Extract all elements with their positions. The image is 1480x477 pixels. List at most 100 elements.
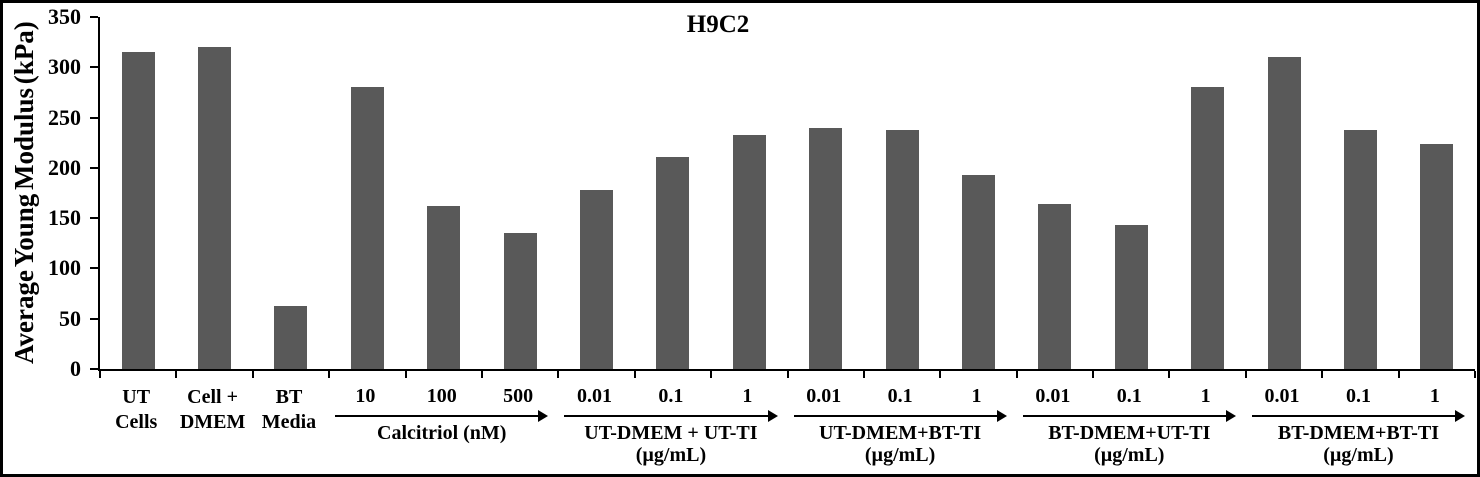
x-axis-tick-mark	[1015, 371, 1018, 378]
bars-layer	[100, 17, 1475, 369]
bar-slot	[1246, 17, 1322, 369]
category-label: Cell + DMEM	[174, 385, 250, 435]
bar-slot	[329, 17, 405, 369]
bar-slot	[635, 17, 711, 369]
x-axis-tick-mark	[1244, 371, 1247, 378]
category-label: UT Cells	[98, 385, 174, 435]
category-label-line: UT	[122, 386, 151, 408]
y-axis-tick-label: 350	[48, 4, 81, 29]
bar-slot	[788, 17, 864, 369]
bar-slot	[864, 17, 940, 369]
bar-group	[329, 17, 558, 369]
bar-tick-labels: 0.01 0.1 1	[1244, 385, 1473, 407]
bar	[427, 206, 461, 369]
group-name: BT-DMEM+UT-TI (µg/mL)	[1015, 422, 1244, 466]
y-axis-tick-label: 100	[48, 255, 81, 281]
bar-tick-labels: 0.01 0.1 1	[556, 385, 785, 407]
category-group: BT Media	[251, 373, 327, 466]
category-label-line: Cell +	[187, 386, 238, 408]
x-axis-tick-mark	[1397, 371, 1400, 378]
y-axis-tick-label: 250	[48, 104, 81, 130]
group-range-arrow	[1015, 410, 1244, 422]
bar-tick-label: 0.01	[1035, 385, 1071, 407]
group-range-arrow	[556, 410, 785, 422]
y-axis-tick-mark	[90, 217, 98, 220]
bar-tick-labels: 0.01 0.1 1	[1015, 385, 1244, 407]
bar-slot	[1322, 17, 1398, 369]
arrow-line	[1022, 415, 1226, 417]
arrow-head-icon	[996, 410, 1007, 422]
bar-slot	[1093, 17, 1169, 369]
arrow-line	[793, 415, 997, 417]
y-axis-tick-label: 50	[59, 305, 81, 331]
category-group: UT Cells	[98, 373, 174, 466]
group-name-line: BT-DMEM+BT-TI	[1277, 422, 1439, 444]
plot-area	[90, 16, 1476, 378]
x-axis-tick-mark	[480, 371, 483, 378]
group-name-line: UT-DMEM + UT-TI	[584, 422, 758, 444]
bar	[1038, 204, 1072, 369]
group-name-line: BT-DMEM+UT-TI	[1048, 422, 1211, 444]
bar-tick-label: 1	[1429, 385, 1440, 407]
bar-group	[253, 17, 329, 369]
bar	[1114, 225, 1148, 369]
group-name: BT-DMEM+BT-TI (µg/mL)	[1244, 422, 1473, 466]
y-axis-tick-mark	[90, 166, 98, 169]
category-group: 0.01 0.1 1 UT-DMEM+BT-TI (µg/mL)	[786, 373, 1015, 466]
x-axis-tick-mark	[99, 371, 101, 378]
y-axis-tick-label: 300	[48, 54, 81, 80]
category-group: Cell + DMEM	[174, 373, 250, 466]
y-axis-tick-label: 150	[48, 205, 81, 231]
x-axis-tick-mark	[1092, 371, 1095, 378]
y-axis-tick-mark	[90, 267, 98, 270]
category-label-line: Cells	[115, 411, 158, 433]
bar-tick-label: 0.1	[887, 385, 913, 407]
bar	[274, 305, 308, 369]
bar-slot	[406, 17, 482, 369]
bar	[121, 52, 155, 369]
bar-group	[788, 17, 1017, 369]
bar-slot	[253, 17, 329, 369]
bar	[503, 233, 537, 369]
bar-group	[176, 17, 252, 369]
y-axis-tick-mark	[90, 66, 98, 69]
category-group: 10 100 500 Calcitriol (nM)	[327, 373, 556, 466]
group-range-arrow	[327, 410, 556, 422]
bar	[809, 127, 843, 369]
bar-tick-label: 1	[742, 385, 753, 407]
arrow-head-icon	[1455, 410, 1466, 422]
chart-title: H9C2	[686, 11, 750, 38]
bar	[1343, 129, 1377, 369]
category-label-line: DMEM	[179, 411, 246, 433]
category-group: 0.01 0.1 1 UT-DMEM + UT-TI (µg/mL)	[556, 373, 785, 466]
x-axis-tick-mark	[175, 371, 178, 378]
bar-slot	[1169, 17, 1245, 369]
bar	[732, 134, 766, 369]
bar-tick-labels: 0.01 0.1 1	[786, 385, 1015, 407]
bar-slot	[558, 17, 634, 369]
bar-slot	[940, 17, 1016, 369]
bar-tick-label: 10	[355, 385, 376, 407]
bar-tick-label: 0.01	[577, 385, 613, 407]
bar	[961, 174, 995, 369]
bar-tick-label: 0.01	[1264, 385, 1300, 407]
group-range-arrow	[786, 410, 1015, 422]
x-axis-tick-mark	[633, 371, 636, 378]
bar-tick-label: 500	[503, 385, 534, 407]
group-name-line: (µg/mL)	[864, 444, 936, 466]
bar-group	[558, 17, 787, 369]
arrow-line	[1251, 415, 1456, 417]
group-name: Calcitriol (nM)	[327, 422, 556, 444]
arrow-line	[335, 415, 539, 417]
x-axis-tick-mark	[404, 371, 407, 378]
x-axis-tick-mark	[328, 371, 331, 378]
category-group: 0.01 0.1 1 BT-DMEM+BT-TI (µg/mL)	[1244, 373, 1473, 466]
bar	[1267, 57, 1301, 369]
y-axis-tick-mark	[90, 317, 98, 320]
group-name: UT-DMEM+BT-TI (µg/mL)	[786, 422, 1015, 466]
bar	[580, 189, 614, 369]
category-group: 0.01 0.1 1 BT-DMEM+UT-TI (µg/mL)	[1015, 373, 1244, 466]
x-axis-tick-mark	[1321, 371, 1324, 378]
bar-slot	[176, 17, 252, 369]
